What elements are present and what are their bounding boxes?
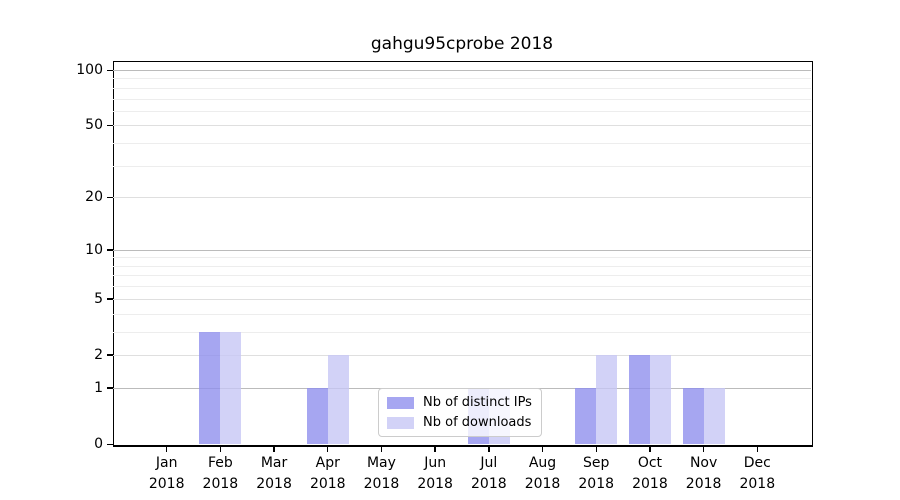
minor-gridline xyxy=(113,87,811,89)
y-tick-label: 5 xyxy=(94,290,103,307)
bar-distinct-ips-apr xyxy=(306,387,328,444)
y-tick-label: 10 xyxy=(85,241,103,258)
y-tick-label: 2 xyxy=(94,346,103,363)
x-tick-label: Jul 2018 xyxy=(471,455,507,492)
bar-distinct-ips-nov xyxy=(682,387,704,444)
legend-item-downloads: Nb of downloads xyxy=(387,415,533,430)
x-tick-label: Apr 2018 xyxy=(309,455,346,492)
major-gridline xyxy=(113,197,811,199)
downloads-swatch-icon xyxy=(387,416,414,429)
y-axis-tick xyxy=(107,387,113,389)
x-tick-label: Mar 2018 xyxy=(256,455,292,492)
bar-distinct-ips-feb xyxy=(199,331,221,444)
minor-gridline xyxy=(113,275,811,277)
bar-downloads-apr xyxy=(327,354,349,444)
x-axis-tick xyxy=(434,446,436,452)
x-tick-label: Nov 2018 xyxy=(685,455,722,492)
y-axis-tick xyxy=(107,298,113,300)
bar-downloads-feb xyxy=(220,331,242,444)
x-axis-tick xyxy=(488,446,490,452)
minor-gridline xyxy=(113,110,811,112)
x-axis-tick xyxy=(649,446,651,452)
minor-gridline xyxy=(113,143,811,145)
minor-gridline xyxy=(113,257,811,259)
minor-gridline xyxy=(113,98,811,100)
chart-title: gahgu95cprobe 2018 xyxy=(370,34,554,54)
y-tick-label: 50 xyxy=(85,117,103,134)
y-axis-tick xyxy=(107,196,113,199)
y-tick-label: 20 xyxy=(85,189,103,206)
minor-gridline xyxy=(113,331,811,333)
x-tick-label: Aug 2018 xyxy=(524,455,561,492)
major-gridline xyxy=(113,125,811,127)
legend-label: Nb of distinct IPs xyxy=(423,395,532,410)
y-axis-tick xyxy=(107,354,113,356)
x-axis-tick xyxy=(165,446,168,452)
x-axis-tick xyxy=(219,446,222,452)
x-axis-tick xyxy=(380,446,383,452)
y-axis-tick xyxy=(107,249,113,251)
x-tick-label: Jun 2018 xyxy=(417,455,453,492)
x-axis-tick xyxy=(702,446,705,452)
x-tick-label: Dec 2018 xyxy=(739,455,776,492)
x-tick-label: Oct 2018 xyxy=(632,455,668,492)
major-gridline xyxy=(113,70,811,71)
bar-downloads-sep xyxy=(596,354,618,444)
minor-gridline xyxy=(113,78,811,80)
y-axis-tick xyxy=(107,443,113,445)
major-gridline xyxy=(113,354,811,356)
minor-gridline xyxy=(113,286,811,288)
y-axis-tick xyxy=(107,124,113,127)
legend-label: Nb of downloads xyxy=(423,415,532,430)
bar-downloads-nov xyxy=(703,387,725,444)
bar-distinct-ips-sep xyxy=(575,387,597,444)
bar-downloads-oct xyxy=(649,354,671,444)
x-tick-label: Jan 2018 xyxy=(148,455,185,492)
y-tick-label: 1 xyxy=(94,379,103,396)
x-axis-tick xyxy=(756,446,758,452)
y-tick-label: 100 xyxy=(76,62,103,78)
x-axis-tick xyxy=(327,446,329,452)
major-gridline xyxy=(113,249,811,251)
bar-distinct-ips-oct xyxy=(628,354,650,444)
minor-gridline xyxy=(113,265,811,267)
x-tick-label: May 2018 xyxy=(363,455,400,492)
x-tick-label: Sep 2018 xyxy=(578,455,615,492)
x-tick-label: Feb 2018 xyxy=(202,455,239,492)
distinct-ips-swatch-icon xyxy=(387,396,414,409)
y-axis-tick xyxy=(107,69,113,71)
major-gridline xyxy=(113,298,811,300)
minor-gridline xyxy=(113,165,811,167)
x-axis-tick xyxy=(595,446,597,452)
x-axis-tick xyxy=(541,446,544,452)
legend-item-distinct-ips: Nb of distinct IPs xyxy=(387,395,533,410)
minor-gridline xyxy=(113,313,811,315)
y-tick-label: 0 xyxy=(94,436,103,452)
legend: Nb of distinct IPs Nb of downloads xyxy=(378,388,542,437)
x-axis-tick xyxy=(273,446,275,452)
